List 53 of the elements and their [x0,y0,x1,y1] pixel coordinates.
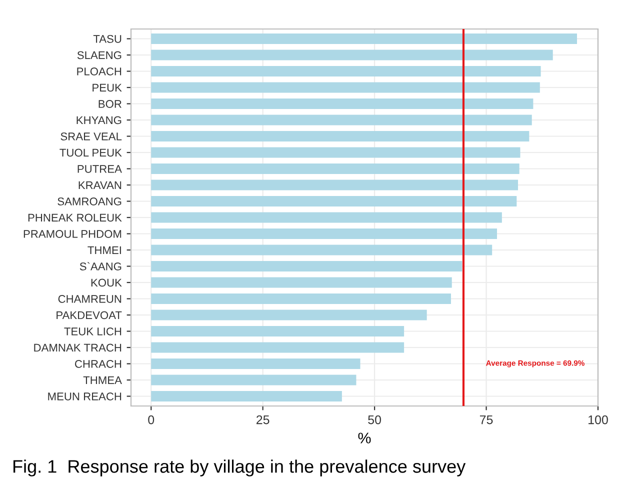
bar [151,244,492,256]
x-tick-label: 75 [480,415,493,424]
y-tick-label: BOR [98,100,122,108]
caption: Fig. 1 Response rate by village in the prevalence survey [13,460,466,476]
y-tick-label: TEUK LICH [64,328,122,336]
y-tick-label: KRAVAN [78,181,122,190]
y-tick-label: SRAE VEAL [60,132,122,140]
y-tick-label: KHYANG [76,116,122,124]
bar [151,98,534,110]
y-tick-label: PRAMOUL PHDOM [24,230,122,238]
bar [151,293,451,304]
y-tick-label: KOUK [91,278,122,287]
bar [151,310,427,320]
bar [151,358,360,370]
y-tick-label: PEUK [92,84,122,92]
x-tick-label: 25 [256,415,270,424]
y-tick-label: PHNEAK ROLEUK [28,214,122,222]
y-tick-label: MEUN REACH [48,392,122,400]
y-tick-label: PAKDEVOAT [56,311,122,320]
y-tick-label: PLOACH [77,68,122,76]
bar [151,196,517,207]
x-tick-label: 50 [368,415,382,424]
y-tick-label: TASU [93,35,122,43]
y-tick-label: SAMROANG [58,198,122,206]
bar [151,374,356,386]
bar [151,277,452,288]
bar [151,82,540,93]
bar [151,33,577,44]
bar [151,163,520,174]
bar [151,228,498,240]
y-tick-label: TUOL PEUK [60,148,122,157]
bar [151,212,502,223]
bar [151,114,532,126]
y-tick-label: CHAMREUN [58,295,122,303]
x-axis-title: % [358,432,371,444]
x-tick-label: 100 [588,415,608,424]
bar [151,130,530,142]
y-tick-label: THMEI [88,246,121,254]
bar [151,342,404,353]
y-tick-label: PUTREA [78,165,122,173]
bar [151,180,518,190]
bar [151,66,541,77]
y-tick-label: DAMNAK TRACH [34,344,122,352]
bar [151,390,342,402]
bar [151,260,462,272]
y-tick-label: S`AANG [80,262,122,270]
bar [151,147,520,158]
bar [151,326,404,337]
bar [151,50,553,60]
y-tick-label: CHRACH [75,360,122,368]
y-tick-label: THMEA [83,376,122,384]
y-tick-label: SLAENG [77,51,122,60]
x-tick-label: 0 [148,415,154,424]
